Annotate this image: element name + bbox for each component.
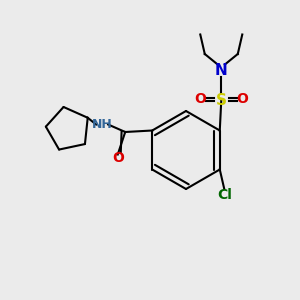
Text: S: S — [216, 93, 227, 108]
Text: O: O — [236, 92, 248, 106]
Text: O: O — [194, 92, 206, 106]
Text: NH: NH — [92, 118, 113, 131]
Text: Cl: Cl — [217, 188, 232, 202]
Text: N: N — [215, 63, 228, 78]
Text: O: O — [112, 151, 124, 165]
